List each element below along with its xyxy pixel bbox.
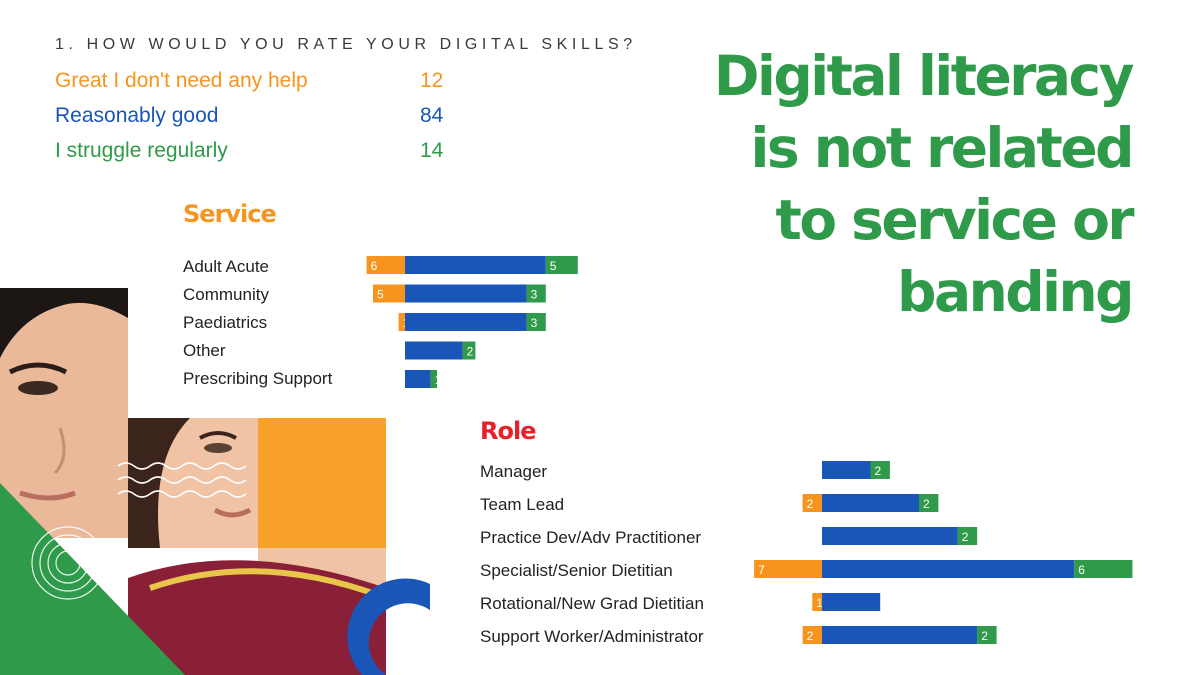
bar-struggle	[430, 370, 437, 388]
bar-great	[398, 313, 405, 331]
service-category-label: Community	[183, 285, 269, 304]
bar-value-label: 2	[962, 530, 969, 544]
bar-struggle	[977, 626, 997, 644]
bar-reasonably	[822, 593, 881, 611]
bar-value-label: 2	[467, 345, 474, 359]
role-category-label: Rotational/New Grad Dietitian	[480, 594, 704, 613]
answer-reasonably-label: Reasonably good	[55, 104, 219, 127]
bar-great	[802, 626, 822, 644]
photo-collage	[0, 288, 430, 675]
bar-value-label: 2	[807, 629, 814, 643]
answer-reasonably-count: 84	[420, 104, 444, 127]
portrait-man	[0, 288, 128, 538]
bar-value-label: 2	[923, 497, 930, 511]
bar-reasonably	[405, 370, 431, 388]
headline-line: to service or	[775, 188, 1134, 252]
bar-value-label: 2	[807, 497, 814, 511]
blue-arc	[347, 578, 430, 675]
answer-struggle-count: 14	[420, 139, 444, 162]
answer-great-count: 12	[420, 69, 444, 92]
green-triangle	[0, 483, 185, 675]
bar-reasonably	[822, 560, 1075, 578]
bar-value-label: 6	[371, 259, 378, 273]
answer-struggle-label: I struggle regularly	[55, 139, 228, 162]
bar-struggle	[870, 461, 890, 479]
bar-struggle	[462, 341, 476, 360]
bar-value-label: 5	[550, 259, 557, 273]
bar-reasonably	[822, 461, 871, 479]
bar-struggle	[1074, 560, 1133, 578]
role-heading: Role	[480, 417, 536, 445]
bar-reasonably	[405, 313, 527, 331]
bar-value-label: 6	[1078, 563, 1085, 577]
wave-lines-icon	[117, 462, 247, 498]
bar-great	[373, 284, 405, 303]
question-title: 1. HOW WOULD YOU RATE YOUR DIGITAL SKILL…	[55, 36, 637, 53]
bar-reasonably	[822, 626, 978, 644]
bar-value-label: 3	[531, 316, 538, 330]
service-category-label: Paediatrics	[183, 313, 268, 332]
bar-struggle	[526, 313, 546, 331]
bar-reasonably	[405, 341, 463, 360]
bar-struggle	[919, 494, 939, 512]
answer-great-label: Great I don't need any help	[55, 69, 308, 92]
bar-reasonably	[822, 494, 919, 512]
service-category-label: Adult Acute	[183, 257, 270, 276]
headline-line: is not related	[750, 116, 1135, 180]
bar-reasonably	[405, 256, 546, 274]
bar-great	[812, 593, 822, 611]
role-chart: 2 2 2 2 7 6 1 2 2	[754, 461, 1133, 644]
headline-line: Digital literacy	[713, 44, 1135, 108]
bar-reasonably	[405, 284, 527, 303]
role-category-label: Support Worker/Administrator	[480, 627, 704, 646]
concentric-circles-icon	[31, 526, 105, 600]
service-category-label: Other	[183, 341, 226, 360]
service-heading: Service	[183, 200, 277, 228]
bar-great	[802, 494, 822, 512]
bar-struggle	[545, 256, 578, 274]
role-category-label: Team Lead	[480, 495, 565, 514]
bar-struggle	[957, 527, 978, 545]
bar-struggle	[526, 284, 546, 303]
role-category-label: Practice Dev/Adv Practitioner	[480, 528, 702, 547]
bar-value-label: 7	[758, 563, 765, 577]
bar-great	[366, 256, 405, 274]
bar-reasonably	[822, 527, 958, 545]
bar-value-label: 1	[816, 596, 823, 610]
headline-line: banding	[897, 260, 1134, 324]
bar-value-label: 5	[377, 288, 384, 302]
bar-value-label: 3	[531, 288, 538, 302]
bar-great	[754, 560, 822, 578]
bar-value-label: 1	[435, 373, 442, 387]
bar-value-label: 2	[981, 629, 988, 643]
role-category-label: Specialist/Senior Dietitian	[480, 561, 673, 580]
service-category-label: Prescribing Support	[183, 369, 333, 388]
headline: Digital literacy is not related to servi…	[713, 40, 1135, 328]
service-chart: 65531321	[366, 256, 578, 388]
role-category-label: Manager	[480, 462, 548, 481]
bar-value-label: 2	[875, 464, 882, 478]
